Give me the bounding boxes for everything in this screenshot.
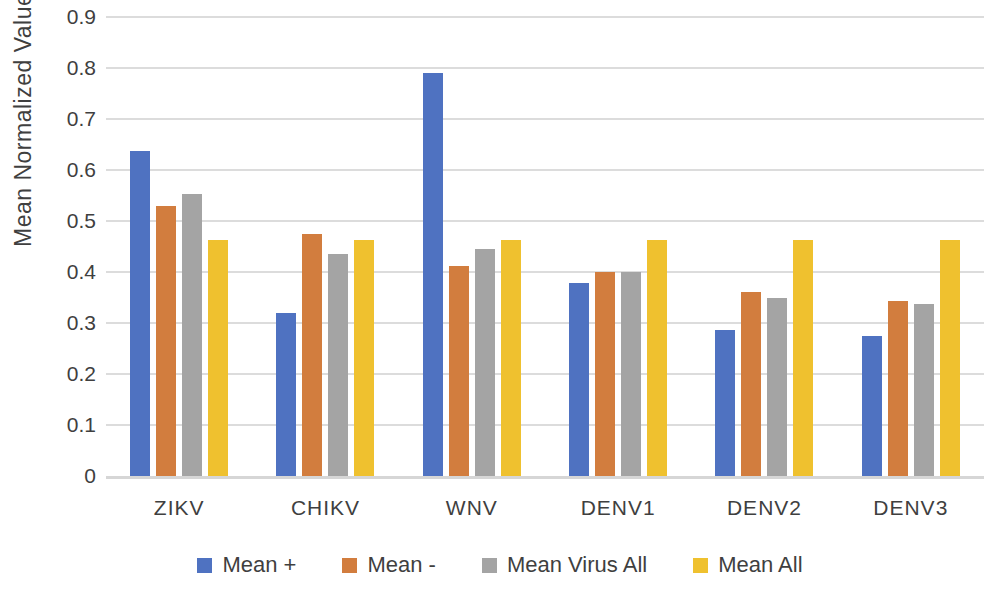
x-category-label-denv1: DENV1 [545, 496, 691, 520]
legend-swatch-icon [342, 558, 357, 573]
bar-group-denv1 [545, 17, 691, 476]
y-tick-label: 0.7 [0, 107, 96, 131]
bar-chikv-mean-virus-all [328, 254, 348, 476]
legend-swatch-icon [482, 558, 497, 573]
x-category-label-wnv: WNV [399, 496, 545, 520]
bar-denv3-mean-virus-all [914, 304, 934, 476]
bar-denv1-mean-virus-all [621, 272, 641, 477]
bar-group-wnv [399, 17, 545, 476]
x-category-label-denv2: DENV2 [691, 496, 837, 520]
bar-chart: Mean Normalized Value 0.90.80.70.60.50.4… [0, 0, 1000, 590]
bar-denv1-mean-all [647, 240, 667, 476]
bar-denv1-mean [569, 283, 589, 476]
bar-zikv-mean-all [208, 240, 228, 476]
bar-group-denv2 [691, 17, 837, 476]
bar-denv1-mean [595, 272, 615, 477]
bar-wnv-mean-all [501, 240, 521, 476]
bar-denv3-mean-all [940, 240, 960, 476]
bar-denv2-mean-virus-all [767, 298, 787, 477]
bar-wnv-mean-virus-all [475, 249, 495, 476]
bar-group-denv3 [838, 17, 984, 476]
y-tick-label: 0.8 [0, 56, 96, 80]
bar-chikv-mean-all [354, 240, 374, 476]
legend-swatch-icon [693, 558, 708, 573]
legend-label: Mean All [718, 552, 802, 578]
y-tick-label: 0.6 [0, 158, 96, 182]
x-category-label-denv3: DENV3 [838, 496, 984, 520]
legend-item-mean-virus-all: Mean Virus All [482, 552, 647, 578]
bar-wnv-mean [423, 73, 443, 476]
legend-item-mean: Mean + [197, 552, 296, 578]
x-category-label-zikv: ZIKV [106, 496, 252, 520]
x-axis-line [106, 476, 984, 479]
bar-wnv-mean [449, 266, 469, 476]
y-tick-label: 0.3 [0, 311, 96, 335]
y-tick-label: 0.9 [0, 5, 96, 29]
bar-denv3-mean [888, 301, 908, 476]
plot-area [106, 17, 984, 476]
y-tick-label: 0.4 [0, 260, 96, 284]
legend-item-mean-all: Mean All [693, 552, 802, 578]
bar-chikv-mean [276, 313, 296, 476]
y-tick-label: 0 [0, 464, 96, 488]
chart-legend: Mean + Mean - Mean Virus All Mean All [0, 552, 1000, 578]
y-tick-label: 0.5 [0, 209, 96, 233]
bar-group-zikv [106, 17, 252, 476]
bar-zikv-mean-virus-all [182, 194, 202, 476]
bar-denv3-mean [862, 336, 882, 476]
bar-zikv-mean [156, 206, 176, 476]
legend-item-mean: Mean - [342, 552, 435, 578]
bar-denv2-mean [741, 292, 761, 476]
bar-denv2-mean-all [793, 240, 813, 476]
x-axis-category-labels: ZIKVCHIKVWNVDENV1DENV2DENV3 [106, 496, 984, 520]
bar-zikv-mean [130, 151, 150, 476]
legend-label: Mean - [367, 552, 435, 578]
y-tick-label: 0.1 [0, 413, 96, 437]
legend-label: Mean + [222, 552, 296, 578]
legend-swatch-icon [197, 558, 212, 573]
legend-label: Mean Virus All [507, 552, 647, 578]
bar-denv2-mean [715, 330, 735, 476]
x-category-label-chikv: CHIKV [252, 496, 398, 520]
bar-chikv-mean [302, 234, 322, 476]
y-tick-label: 0.2 [0, 362, 96, 386]
bar-group-chikv [252, 17, 398, 476]
